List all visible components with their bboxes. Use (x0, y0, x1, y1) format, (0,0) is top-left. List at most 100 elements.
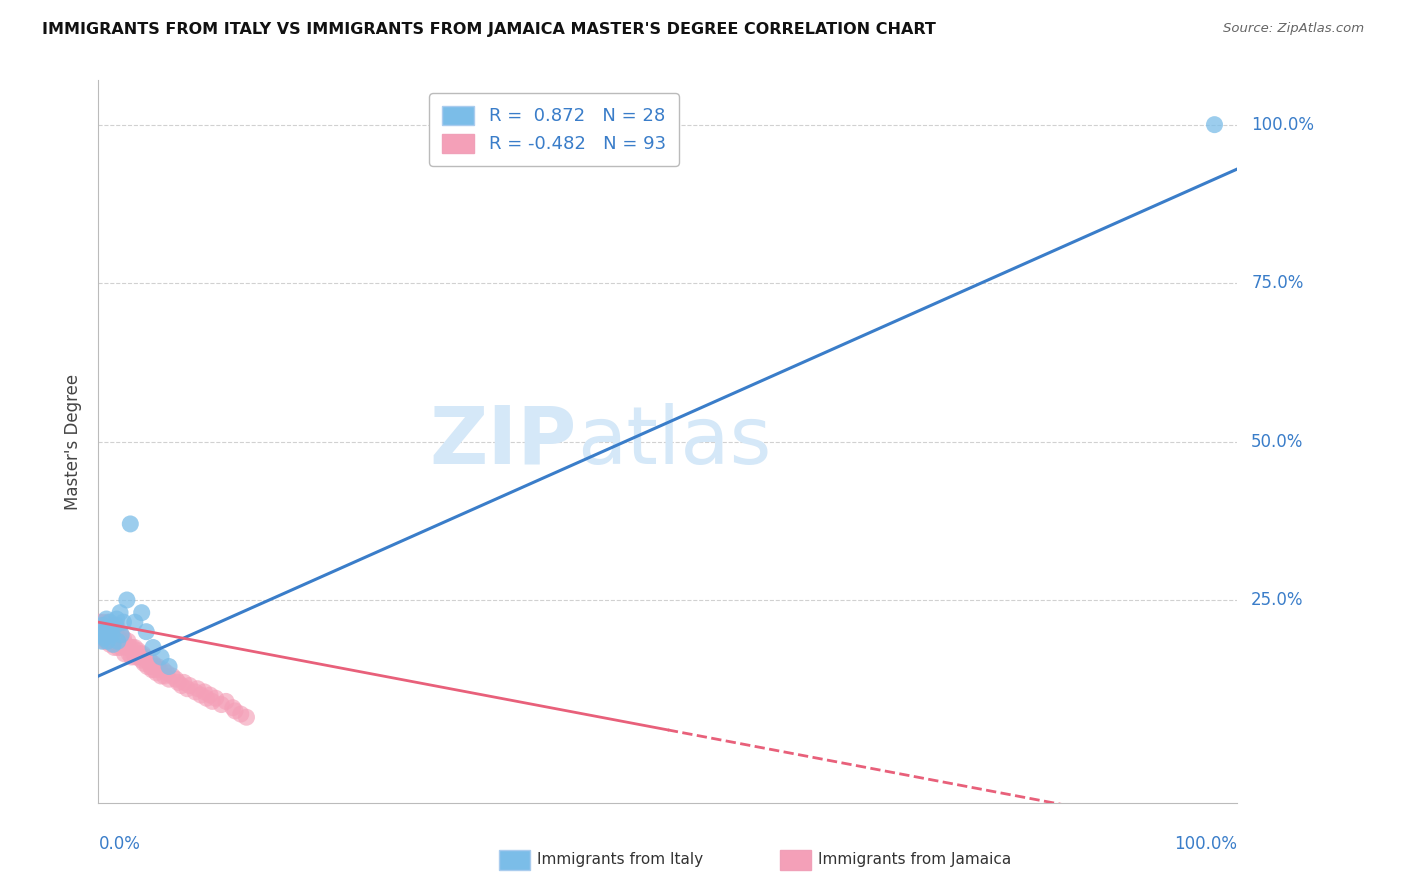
Text: 25.0%: 25.0% (1251, 591, 1303, 609)
Point (96, 615, 118, 630)
Point (103, 622, 125, 636)
Text: Immigrants from Italy: Immigrants from Italy (537, 853, 703, 867)
Point (142, 640, 165, 655)
Point (107, 634, 129, 648)
Point (96, 628, 118, 642)
Point (170, 679, 193, 693)
Point (100, 622, 122, 636)
Point (90, 631, 112, 645)
Point (179, 679, 201, 693)
Point (165, 672, 187, 686)
Point (108, 634, 131, 648)
Point (124, 615, 146, 630)
Point (156, 665, 179, 680)
Point (146, 659, 169, 673)
Point (107, 640, 129, 655)
Point (198, 688, 221, 702)
Point (204, 691, 226, 706)
Point (98, 615, 121, 630)
Text: 100.0%: 100.0% (1251, 116, 1315, 134)
Point (131, 653, 153, 667)
Point (190, 688, 212, 702)
Point (222, 700, 245, 714)
Point (122, 647, 145, 661)
Point (152, 663, 174, 677)
Point (101, 624, 124, 639)
Point (120, 640, 142, 655)
Point (100, 634, 122, 648)
Point (173, 675, 195, 690)
Point (90, 628, 112, 642)
Point (103, 637, 125, 651)
Point (90, 624, 112, 639)
Point (90, 622, 112, 636)
Legend: R =  0.872   N = 28, R = -0.482   N = 93: R = 0.872 N = 28, R = -0.482 N = 93 (429, 93, 679, 166)
Point (125, 650, 148, 665)
Point (101, 628, 124, 642)
Point (108, 606, 131, 620)
Point (136, 659, 159, 673)
Point (110, 628, 132, 642)
Point (132, 647, 155, 661)
Point (94, 628, 117, 642)
Point (135, 624, 157, 639)
Point (195, 691, 218, 706)
Text: IMMIGRANTS FROM ITALY VS IMMIGRANTS FROM JAMAICA MASTER'S DEGREE CORRELATION CHA: IMMIGRANTS FROM ITALY VS IMMIGRANTS FROM… (42, 22, 936, 37)
Point (229, 707, 252, 722)
Point (105, 628, 128, 642)
Point (103, 634, 125, 648)
Point (97, 628, 120, 642)
Point (96, 634, 118, 648)
Point (215, 694, 238, 708)
Point (224, 704, 246, 718)
Point (145, 665, 167, 680)
Text: Immigrants from Jamaica: Immigrants from Jamaica (818, 853, 1011, 867)
Point (96, 624, 118, 639)
Point (124, 640, 146, 655)
Y-axis label: Master's Degree: Master's Degree (65, 374, 83, 509)
Point (91, 624, 114, 639)
Point (115, 640, 138, 655)
Point (184, 685, 207, 699)
Point (100, 628, 122, 642)
Point (114, 637, 136, 651)
Point (111, 637, 134, 651)
Point (150, 669, 173, 683)
Point (134, 650, 156, 665)
Point (193, 685, 215, 699)
Point (120, 650, 142, 665)
Point (93, 631, 115, 645)
Point (115, 593, 138, 607)
Point (235, 710, 257, 724)
Point (201, 694, 224, 708)
Point (97, 622, 120, 636)
Point (1204, 118, 1226, 132)
Text: 50.0%: 50.0% (1251, 433, 1303, 450)
Point (139, 659, 162, 673)
Point (110, 640, 132, 655)
Point (101, 618, 124, 632)
Point (127, 643, 149, 657)
Point (186, 681, 208, 696)
Point (98, 624, 121, 639)
Point (117, 634, 139, 648)
Point (90, 634, 112, 648)
Point (93, 622, 115, 636)
Point (93, 634, 115, 648)
Point (112, 615, 135, 630)
Point (96, 612, 118, 626)
Point (176, 681, 198, 696)
Point (157, 659, 180, 673)
Point (157, 672, 180, 686)
Point (105, 618, 128, 632)
Point (91, 618, 114, 632)
Point (153, 669, 176, 683)
Point (112, 631, 135, 645)
Point (167, 675, 190, 690)
Point (150, 650, 173, 665)
Point (138, 653, 160, 667)
Text: 75.0%: 75.0% (1251, 274, 1303, 292)
Point (89, 615, 111, 630)
Point (108, 631, 131, 645)
Point (110, 628, 132, 642)
